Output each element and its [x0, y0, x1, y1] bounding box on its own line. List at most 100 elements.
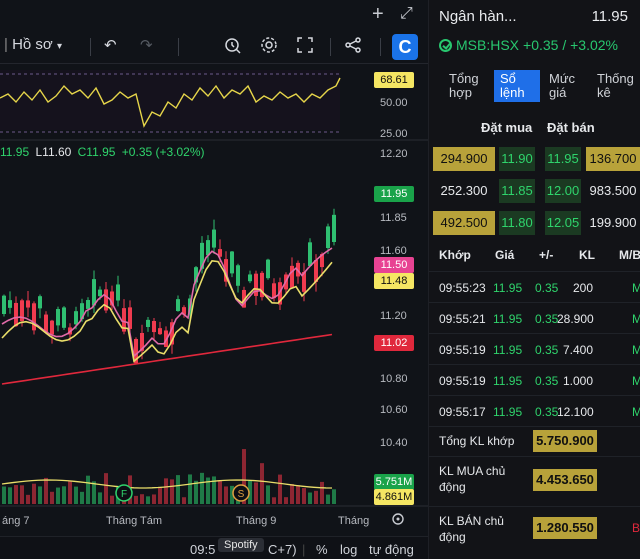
candle-body — [332, 214, 336, 242]
volume-bar — [50, 491, 54, 504]
redo-icon[interactable]: ↷ — [140, 37, 153, 54]
price-axis: 12.20 11.85 11.60 11.20 10.80 10.60 10.4… — [380, 97, 408, 449]
chart-panel[interactable]: + ⤢ | Hồ sơ ▾ ↶ ↷ C — [0, 0, 428, 559]
profile-menu[interactable]: | Hồ sơ ▾ — [4, 36, 62, 53]
log-toggle[interactable]: log — [340, 542, 358, 557]
volume-bar — [242, 449, 246, 504]
trade-change: 0.35 — [535, 405, 559, 419]
bid-price[interactable]: 11.85 — [499, 179, 535, 203]
volume-bar — [164, 478, 168, 504]
candle-body — [236, 265, 240, 286]
ask-volume[interactable]: 199.900 — [589, 215, 637, 230]
bar-divider: | — [302, 542, 306, 557]
axis-settings-icon[interactable] — [392, 513, 404, 525]
share-icon[interactable] — [344, 36, 362, 58]
price-tick-label: 10.40 — [380, 437, 408, 449]
candle-body — [92, 279, 96, 306]
fullscreen-icon[interactable] — [296, 36, 314, 58]
candle-body — [248, 274, 252, 282]
volume-bar — [230, 485, 234, 504]
rsi-tick-label: 50.00 — [380, 97, 408, 109]
candle-body — [104, 289, 108, 311]
volume-ma-line — [1, 479, 333, 489]
candle-body — [260, 272, 264, 298]
ask-price[interactable]: 12.05 — [545, 211, 581, 235]
bid-volume[interactable]: 294.900 — [433, 147, 495, 171]
volume-bar — [296, 485, 300, 504]
trade-change: 0.35 — [535, 281, 559, 295]
summary-total-matched: Tổng KL khớp 5.750.900 — [429, 426, 640, 454]
candle-body — [80, 303, 84, 320]
trade-side: M — [632, 343, 640, 357]
percent-toggle[interactable]: % — [316, 542, 328, 557]
price-tick-label: 10.80 — [380, 373, 408, 385]
ask-price[interactable]: 12.00 — [545, 179, 581, 203]
volume-bar — [104, 473, 108, 504]
bid-price[interactable]: 11.90 — [499, 147, 535, 171]
clock-time: 09:5 — [190, 542, 216, 557]
tab-statistics[interactable]: Thống kê — [597, 71, 634, 100]
candle-body — [56, 309, 60, 326]
toolbar-divider — [90, 38, 91, 56]
col-header-side: M/B — [619, 248, 640, 262]
volume-bar — [218, 481, 222, 504]
candlestick-series — [2, 208, 336, 364]
candle-body — [308, 242, 312, 266]
summary-active-buy: KL MUA chủ động 4.453.650 — [429, 456, 640, 498]
col-header-price: Giá — [495, 248, 515, 262]
ask-price[interactable]: 11.95 — [545, 147, 581, 171]
volume-bar — [20, 485, 24, 504]
volume-bar — [152, 494, 156, 504]
trade-change: 0.35 — [535, 343, 559, 357]
volume-bar — [32, 483, 36, 504]
candle-body — [176, 299, 180, 312]
price-chart[interactable]: F S áng 7 Tháng Tám Tháng 9 Tháng 12.20 … — [0, 64, 428, 536]
tab-price-level[interactable]: Mức giá — [549, 71, 576, 100]
trade-side: M — [632, 405, 640, 419]
expand-icon[interactable]: ⤢ — [400, 5, 413, 22]
trade-side: M — [632, 281, 640, 295]
price-tag-last: 11.95 — [374, 186, 414, 202]
event-marker-s[interactable] — [232, 484, 250, 502]
candle-body — [254, 273, 258, 296]
auto-scale-toggle[interactable]: tự động — [369, 542, 414, 557]
undo-icon[interactable]: ↶ — [104, 37, 117, 54]
tab-overview[interactable]: Tổng hợp — [449, 71, 479, 100]
gear-icon[interactable] — [260, 36, 278, 58]
volume-bar — [26, 494, 30, 504]
price-tag-ma-red: 11.02 — [374, 335, 414, 351]
candle-body — [134, 339, 138, 364]
trades-header: Khớp Giá +/- KL M/B — [429, 248, 640, 264]
symbol-row[interactable]: MSB:HSX +0.35 / +3.02% — [439, 37, 618, 53]
bid-volume[interactable]: 492.500 — [433, 211, 495, 235]
ohlc-high: 11.95 — [0, 145, 30, 159]
candle-body — [194, 267, 198, 283]
volume-bar — [176, 475, 180, 504]
volume-bar — [86, 475, 90, 504]
timezone-label[interactable]: C+7) — [268, 542, 297, 557]
bid-price[interactable]: 11.80 — [499, 211, 535, 235]
summary-value: 1.280.550 — [533, 517, 597, 539]
event-marker-f[interactable] — [115, 484, 133, 502]
volume-bar — [272, 497, 276, 504]
ask-volume[interactable]: 983.500 — [589, 183, 637, 198]
plus-icon[interactable]: + — [372, 3, 384, 25]
candle-body — [266, 259, 270, 279]
summary-value: 5.750.900 — [533, 430, 597, 452]
volume-ma-tag: 4.861M — [374, 489, 414, 505]
chart-bottom-bar: 09:5 C+7) | % log tự động — [0, 536, 428, 559]
volume-bar — [68, 481, 72, 504]
alert-clock-icon[interactable] — [224, 36, 242, 58]
bid-volume[interactable]: 252.300 — [440, 183, 488, 198]
x-tick-label: Tháng 9 — [236, 515, 276, 527]
tab-orderbook[interactable]: Sổ lệnh — [494, 70, 540, 102]
volume-bar — [290, 484, 294, 504]
candle-body — [152, 321, 156, 333]
app-logo[interactable]: C — [392, 34, 418, 60]
symbol-code: MSB:HSX — [456, 37, 520, 53]
trade-price: 11.95 — [493, 312, 523, 326]
ask-volume[interactable]: 136.700 — [586, 147, 640, 171]
price-tick-label: 11.85 — [380, 212, 407, 224]
ohlc-change: +0.35 (+3.02%) — [121, 145, 205, 159]
ma-line-yellow — [1, 260, 333, 363]
